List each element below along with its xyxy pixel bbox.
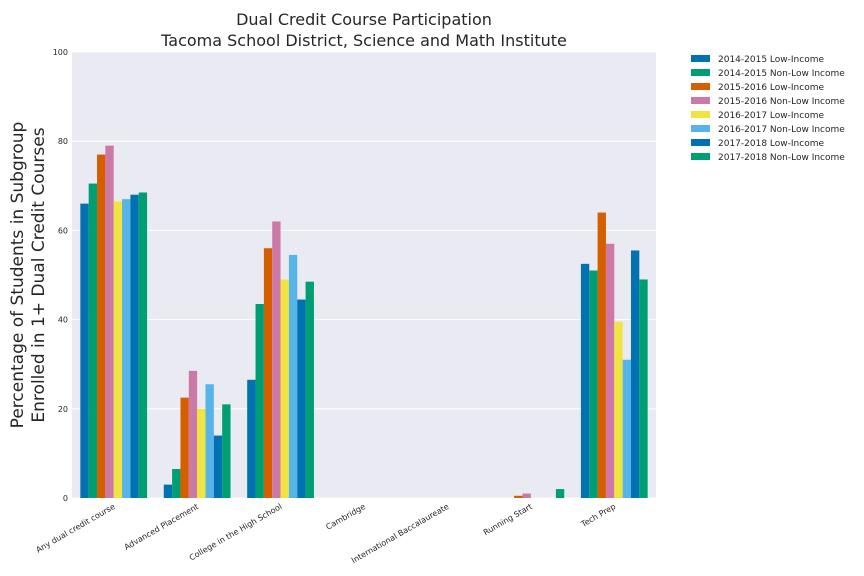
- legend-swatch: [691, 69, 710, 76]
- bar: [272, 221, 281, 499]
- bar: [205, 384, 214, 498]
- bar: [130, 194, 139, 498]
- bar: [305, 281, 314, 498]
- bar: [280, 279, 289, 498]
- bar: [122, 199, 131, 498]
- y-tick-label: 60: [58, 226, 68, 235]
- bar: [97, 154, 106, 498]
- legend-label: 2016-2017 Low-Income: [718, 111, 824, 121]
- y-tick-label: 0: [63, 494, 68, 503]
- legend-swatch: [691, 83, 710, 90]
- bar: [514, 495, 523, 498]
- legend: 2014-2015 Low-Income 2014-2015 Non-Low In…: [691, 55, 845, 163]
- x-tick-label: Any dual credit course: [34, 502, 116, 555]
- bar: [580, 263, 590, 498]
- bar: [80, 203, 89, 498]
- y-axis-label-line1: Percentage of Students in Subgroup: [8, 122, 28, 429]
- y-axis-label: Percentage of Students in Subgroup Enrol…: [8, 122, 49, 429]
- bar: [605, 243, 615, 498]
- bar: [589, 270, 598, 498]
- x-tick-label: Advanced Placement: [123, 502, 200, 552]
- y-axis-label-line2: Enrolled in 1+ Dual Credit Courses: [29, 127, 49, 422]
- x-tick-label: International Baccalaureate: [350, 502, 451, 565]
- plot-background: [72, 52, 656, 498]
- bar: [113, 201, 123, 498]
- bar: [630, 250, 640, 498]
- y-tick-label: 100: [53, 48, 68, 57]
- x-tick-label: Cambridge: [324, 502, 367, 532]
- y-tick-label: 80: [58, 137, 68, 146]
- legend-label: 2017-2018 Low-Income: [718, 139, 824, 149]
- chart-title: Dual Credit Course Participation: [236, 10, 492, 29]
- legend-label: 2017-2018 Non-Low Income: [718, 153, 845, 163]
- bar: [297, 299, 306, 498]
- bar: [172, 469, 181, 498]
- y-tick-label: 40: [58, 316, 68, 325]
- bar: [222, 404, 231, 498]
- bar: [522, 493, 531, 498]
- legend-swatch: [691, 139, 710, 146]
- bar: [639, 279, 648, 498]
- bar: [163, 484, 173, 498]
- legend-label: 2016-2017 Non-Low Income: [718, 125, 845, 135]
- bar: [622, 359, 631, 498]
- x-tick-label: College in the High School: [188, 502, 284, 562]
- x-tick-label: Running Start: [482, 502, 534, 537]
- bar: [288, 254, 298, 498]
- bar: [88, 183, 98, 498]
- bar: [180, 397, 189, 498]
- bar: [555, 489, 565, 498]
- x-tick-label: Tech Prep: [579, 502, 618, 529]
- bar: [138, 192, 148, 499]
- bar: [597, 212, 606, 498]
- bar: [247, 379, 256, 498]
- chart-subtitle: Tacoma School District, Science and Math…: [160, 31, 567, 50]
- legend-swatch: [691, 97, 710, 104]
- plot-area: 0 20 40 60 80 100 Any dual credit course Advanc…: [34, 48, 656, 565]
- bar: [188, 370, 198, 498]
- legend-swatch: [691, 55, 710, 62]
- legend-label: 2015-2016 Non-Low Income: [718, 97, 845, 107]
- legend-swatch: [691, 111, 710, 118]
- bar: [213, 435, 223, 498]
- bar: [105, 145, 114, 498]
- legend-swatch: [691, 153, 710, 160]
- bar: [255, 303, 264, 498]
- bar: [263, 248, 273, 498]
- legend-label: 2014-2015 Low-Income: [718, 55, 824, 65]
- legend-label: 2014-2015 Non-Low Income: [718, 69, 845, 79]
- y-tick-label: 20: [58, 405, 68, 414]
- legend-swatch: [691, 125, 710, 132]
- bar: [614, 321, 623, 498]
- bar: [197, 408, 206, 498]
- legend-label: 2015-2016 Low-Income: [718, 83, 824, 93]
